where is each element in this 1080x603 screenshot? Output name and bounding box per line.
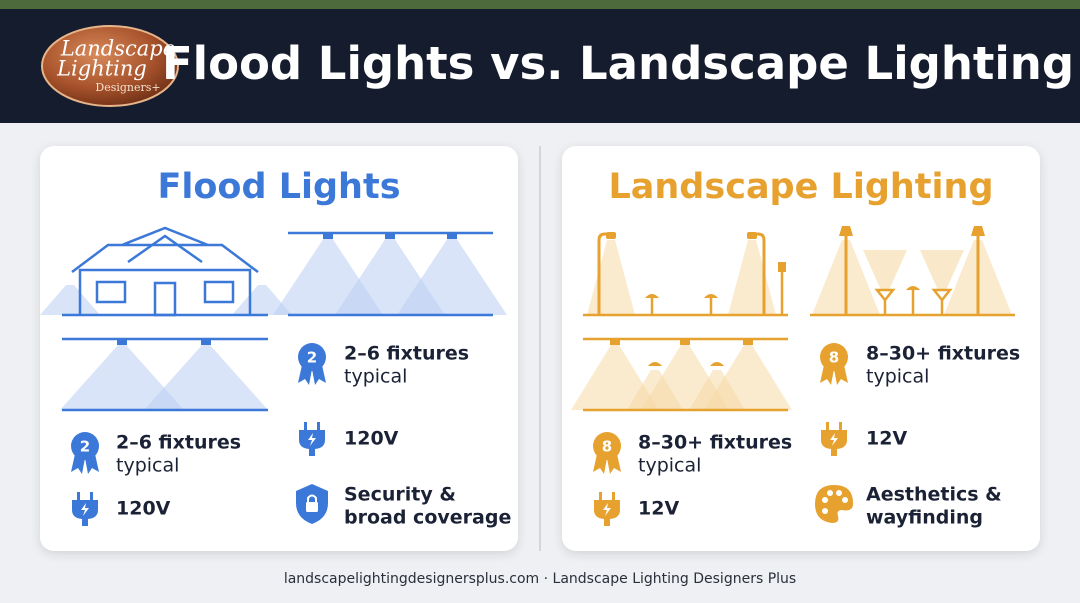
- window: [95, 280, 127, 304]
- lamp-head: [971, 226, 985, 236]
- uplight: [931, 288, 953, 303]
- paint-dot: [842, 497, 848, 503]
- light-beam: [627, 370, 683, 410]
- lock: [306, 502, 318, 512]
- logo-text: Designers+: [95, 81, 160, 94]
- lamp-head: [839, 226, 853, 236]
- plug-prong: [317, 422, 320, 431]
- plug-prong: [839, 422, 842, 431]
- feature-text: wayfinding: [866, 507, 983, 529]
- feature-text: 12V: [638, 498, 679, 520]
- badge: [298, 343, 326, 371]
- badge-number: 8: [829, 349, 839, 367]
- fixture: [117, 339, 127, 345]
- top-strip: [0, 0, 1080, 9]
- paint-dot: [836, 490, 842, 496]
- fixture: [385, 233, 395, 239]
- path-light-cap: [906, 286, 920, 290]
- plug-prong: [90, 492, 93, 501]
- bollard-head: [778, 262, 786, 272]
- bolt: [308, 433, 316, 446]
- lamp-post: [597, 232, 611, 315]
- feature-text: Aesthetics &: [866, 484, 1002, 506]
- path-light-cap: [710, 362, 724, 366]
- up-beam: [863, 250, 907, 290]
- logo-text: Landscape: [60, 37, 175, 61]
- feature-text: Security &: [344, 484, 456, 506]
- lamp-head: [606, 232, 616, 239]
- header-bar: [0, 9, 1080, 123]
- feature-text: 8–30+ fixtures: [866, 343, 1020, 365]
- light-beam: [60, 345, 184, 410]
- plug-prong: [612, 492, 615, 501]
- fixture: [323, 233, 333, 239]
- path-light-cap: [648, 362, 662, 366]
- light-beam: [232, 285, 292, 315]
- page-title: Flood Lights vs. Landscape Lighting: [162, 37, 1074, 90]
- bolt: [830, 433, 838, 446]
- feature-text: 8–30+ fixtures: [638, 432, 792, 454]
- light-beam: [689, 370, 745, 410]
- uplight: [874, 288, 896, 303]
- plug-prong: [77, 492, 80, 501]
- house: [71, 226, 259, 315]
- badge: [71, 432, 99, 460]
- paint-dot: [822, 497, 828, 503]
- lamp-head: [747, 232, 757, 239]
- light-beam: [40, 285, 100, 315]
- bolt: [603, 503, 611, 516]
- feature-text: 120V: [116, 498, 171, 520]
- fixture: [743, 339, 753, 345]
- window: [203, 280, 235, 304]
- feature-text: 120V: [344, 428, 399, 450]
- bolt: [81, 503, 89, 516]
- plug-prong: [304, 422, 307, 431]
- card: [562, 146, 1040, 551]
- paint-dot: [827, 490, 833, 496]
- badge: [820, 343, 848, 371]
- fixture: [447, 233, 457, 239]
- feature-text: broad coverage: [344, 507, 511, 529]
- fixture: [201, 339, 211, 345]
- path-light-cap: [704, 294, 718, 298]
- logo-text: Lighting: [56, 57, 147, 81]
- light-beam: [144, 345, 268, 410]
- badge-number: 8: [602, 438, 612, 456]
- plug-prong: [826, 422, 829, 431]
- light-beam: [397, 238, 507, 315]
- badge: [593, 432, 621, 460]
- feature-subtext: typical: [866, 366, 929, 388]
- feature-subtext: typical: [116, 455, 179, 477]
- feature-subtext: typical: [638, 455, 701, 477]
- path-light-cap: [645, 294, 659, 298]
- feature-text: 2–6 fixtures: [116, 432, 241, 454]
- paint-dot: [822, 508, 828, 514]
- feature-subtext: typical: [344, 366, 407, 388]
- fixture: [680, 339, 690, 345]
- lamp-post: [752, 232, 766, 315]
- panel-title: Flood Lights: [157, 167, 400, 207]
- lock-shackle: [307, 494, 317, 502]
- feature-text: 12V: [866, 428, 907, 450]
- badge-number: 2: [80, 438, 90, 456]
- badge-number: 2: [307, 349, 317, 367]
- footer: landscapelightingdesignersplus.com · Lan…: [284, 571, 796, 587]
- feature-text: 2–6 fixtures: [344, 343, 469, 365]
- fixture: [610, 339, 620, 345]
- plug-prong: [599, 492, 602, 501]
- panel-title: Landscape Lighting: [608, 167, 993, 207]
- up-beam: [920, 250, 964, 290]
- logo-badge: [41, 25, 179, 107]
